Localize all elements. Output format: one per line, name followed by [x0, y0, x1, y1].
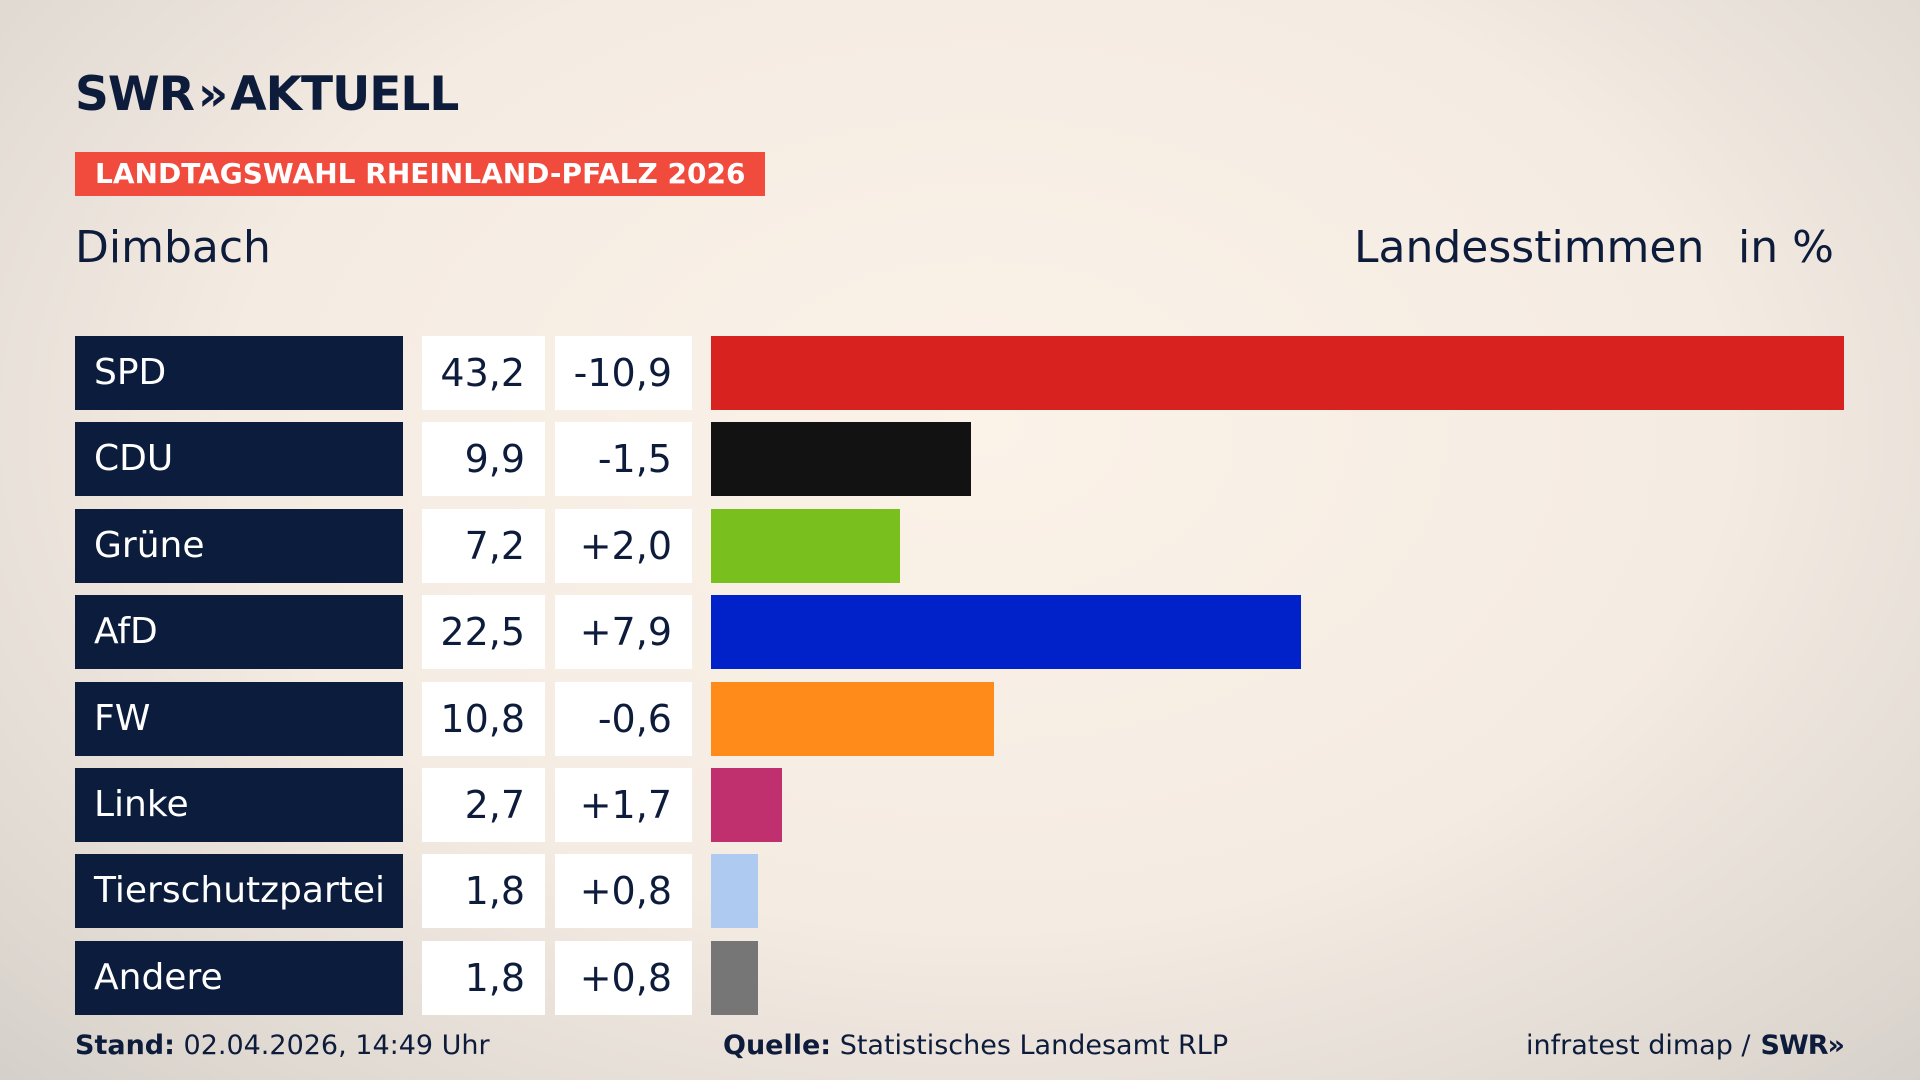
result-bar	[711, 508, 900, 583]
chevrons-icon: »	[197, 66, 229, 122]
change-label: -10,9	[555, 336, 692, 410]
source-value: Statistisches Landesamt RLP	[839, 1030, 1229, 1061]
change-label: +0,8	[555, 854, 692, 929]
value-label: 1,8	[422, 854, 545, 929]
party-label: AfD	[75, 595, 403, 670]
party-label: FW	[75, 681, 403, 756]
result-row: SPD 43,2 -10,9	[0, 336, 1920, 410]
result-row: Andere 1,8 +0,8	[0, 940, 1920, 1015]
stand-value: 02.04.2026, 14:49 Uhr	[183, 1030, 490, 1061]
result-bar	[711, 595, 1302, 670]
change-label: -1,5	[555, 422, 692, 497]
result-row: AfD 22,5 +7,9	[0, 595, 1920, 670]
result-row: Linke 2,7 +1,7	[0, 768, 1920, 842]
value-label: 1,8	[422, 940, 545, 1015]
change-label: -0,6	[555, 681, 692, 756]
value-label: 10,8	[422, 681, 545, 756]
logo-aktuell: AKTUELL	[230, 66, 459, 122]
stand-label: Stand:	[75, 1030, 175, 1061]
party-label: Grüne	[75, 508, 403, 583]
measure-label: Landesstimmen	[1354, 222, 1705, 273]
swr-aktuell-logo: SWR » AKTUELL	[75, 66, 459, 122]
change-label: +1,7	[555, 768, 692, 842]
value-label: 9,9	[422, 422, 545, 497]
unit-label: in %	[1738, 222, 1834, 273]
result-row: FW 10,8 -0,6	[0, 681, 1920, 756]
value-label: 43,2	[422, 336, 545, 410]
result-bar	[711, 422, 971, 497]
logo-swr: SWR	[75, 66, 195, 122]
change-label: +0,8	[555, 940, 692, 1015]
result-row: Tierschutzpartei 1,8 +0,8	[0, 854, 1920, 929]
result-bar	[711, 854, 759, 929]
footer-credit: infratest dimap / SWR»	[1526, 1030, 1845, 1061]
change-label: +2,0	[555, 508, 692, 583]
party-label: Linke	[75, 768, 403, 842]
footer-stand: Stand: 02.04.2026, 14:49 Uhr	[75, 1030, 490, 1061]
party-label: CDU	[75, 422, 403, 497]
election-banner: LANDTAGSWAHL RHEINLAND-PFALZ 2026	[75, 152, 766, 196]
credit-text: infratest dimap /	[1526, 1030, 1751, 1061]
region-title: Dimbach	[75, 222, 271, 273]
change-label: +7,9	[555, 595, 692, 670]
result-bar	[711, 336, 1844, 410]
value-label: 7,2	[422, 508, 545, 583]
result-row: CDU 9,9 -1,5	[0, 422, 1920, 497]
result-row: Grüne 7,2 +2,0	[0, 508, 1920, 583]
result-bar	[711, 681, 995, 756]
value-label: 2,7	[422, 768, 545, 842]
party-label: Tierschutzpartei	[75, 854, 403, 929]
value-label: 22,5	[422, 595, 545, 670]
footer-source: Quelle: Statistisches Landesamt RLP	[723, 1030, 1228, 1061]
result-bar	[711, 768, 782, 842]
party-label: SPD	[75, 336, 403, 410]
result-bar	[711, 940, 759, 1015]
party-label: Andere	[75, 940, 403, 1015]
source-label: Quelle:	[723, 1030, 832, 1061]
swr-logo-small: SWR»	[1760, 1030, 1845, 1061]
